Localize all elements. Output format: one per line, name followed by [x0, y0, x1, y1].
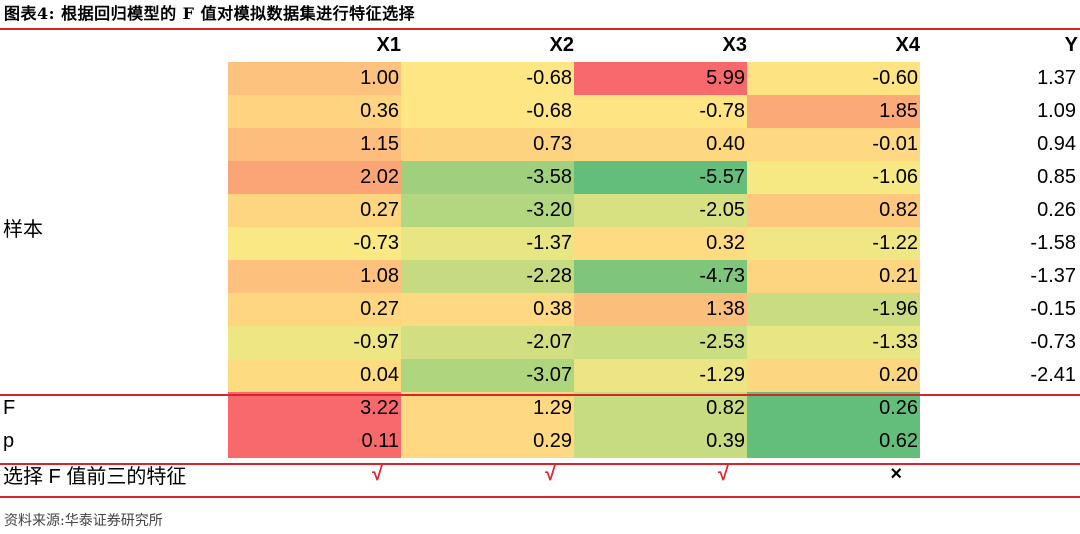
p-row-label: p — [3, 430, 15, 452]
table-row: 0.27 0.38 1.38 -1.96 -0.15 — [0, 293, 1078, 326]
cell-x3: 1.38 — [574, 293, 747, 326]
cell-x3: -4.73 — [574, 260, 747, 293]
p-row: p 0.11 0.29 0.39 0.62 — [0, 425, 1078, 458]
cell-x4: 0.82 — [747, 194, 920, 227]
f-row-cell-x2: 1.29 — [401, 392, 574, 425]
cell-x2: -3.58 — [401, 161, 574, 194]
cell-x4: 0.20 — [747, 359, 920, 392]
cell-x2: 0.38 — [401, 293, 574, 326]
cell-x3: 0.32 — [574, 227, 747, 260]
f-row: F 3.22 1.29 0.82 0.26 — [0, 392, 1078, 425]
f-row-cell-x1: 3.22 — [228, 392, 401, 425]
cell-x1: 0.27 — [228, 194, 401, 227]
p-row-cell-x2: 0.29 — [401, 425, 574, 458]
top-rule — [0, 28, 1080, 30]
pre-select-rule — [0, 463, 1080, 465]
p-row-cell-x4: 0.62 — [747, 425, 920, 458]
p-row-cell-x1: 0.11 — [228, 425, 401, 458]
cell-x4: -0.01 — [747, 128, 920, 161]
check-icon: √ — [718, 463, 729, 485]
cell-x1: 2.02 — [228, 161, 401, 194]
table-row: 0.27 -3.20 -2.05 0.82 0.26 — [0, 194, 1078, 227]
table-row: 1.08 -2.28 -4.73 0.21 -1.37 — [0, 260, 1078, 293]
cell-x2: -2.28 — [401, 260, 574, 293]
cell-x1: 1.08 — [228, 260, 401, 293]
source-note: 资料来源:华泰证券研究所 — [4, 513, 163, 529]
check-icon: √ — [545, 463, 556, 485]
cell-x1: 1.15 — [228, 128, 401, 161]
cell-x3: 0.40 — [574, 128, 747, 161]
cell-y: -0.73 — [1030, 331, 1076, 353]
check-icon: √ — [372, 463, 383, 485]
col-header-x4: X4 — [895, 34, 920, 56]
cell-x4: -1.96 — [747, 293, 920, 326]
table-row: 2.02 -3.58 -5.57 -1.06 0.85 — [0, 161, 1078, 194]
figure-title: 图表4: 根据回归模型的 F 值对模拟数据集进行特征选择 — [4, 4, 416, 23]
f-row-empty — [920, 392, 1078, 425]
cell-x3: 5.99 — [574, 62, 747, 95]
cell-x2: -0.68 — [401, 95, 574, 128]
cell-x4: -1.22 — [747, 227, 920, 260]
col-header-x1: X1 — [376, 34, 401, 56]
cell-x1: 0.27 — [228, 293, 401, 326]
header-empty — [0, 29, 228, 62]
select-row-label: 选择 F 值前三的特征 — [3, 466, 187, 488]
cell-y: -2.41 — [1030, 364, 1076, 386]
cell-x3: -0.78 — [574, 95, 747, 128]
cell-x2: 0.73 — [401, 128, 574, 161]
feature-selection-table: X1 X2 X3 X4 Y 样本 1.00 -0.68 5.99 -0.60 1.37 0.… — [0, 29, 1078, 491]
bottom-rule — [0, 496, 1080, 498]
cell-y: -0.15 — [1030, 298, 1076, 320]
cell-x3: -2.05 — [574, 194, 747, 227]
cell-x2: -3.20 — [401, 194, 574, 227]
table-row: 样本 1.00 -0.68 5.99 -0.60 1.37 — [0, 62, 1078, 241]
f-row-cell-x4: 0.26 — [747, 392, 920, 425]
table-row: -0.97 -2.07 -2.53 -1.33 -0.73 — [0, 326, 1078, 359]
p-row-empty — [920, 425, 1078, 458]
cell-x2: -3.07 — [401, 359, 574, 392]
cell-x1: -0.97 — [228, 326, 401, 359]
cell-x4: -1.06 — [747, 161, 920, 194]
cell-y: 0.94 — [1037, 133, 1076, 155]
cell-x2: -2.07 — [401, 326, 574, 359]
cell-x3: -1.29 — [574, 359, 747, 392]
cell-x4: 1.85 — [747, 95, 920, 128]
cell-y: -1.58 — [1030, 232, 1076, 254]
cell-y: -1.37 — [1030, 265, 1076, 287]
col-header-y: Y — [1064, 34, 1078, 56]
cell-x1: 1.00 — [228, 62, 401, 95]
cell-x3: -2.53 — [574, 326, 747, 359]
header-row: X1 X2 X3 X4 Y — [0, 29, 1078, 62]
cross-icon: × — [890, 463, 902, 485]
select-row: 选择 F 值前三的特征 √ √ √ × — [0, 458, 1078, 491]
cell-y: 1.37 — [1037, 67, 1076, 89]
cell-y: 0.85 — [1037, 166, 1076, 188]
cell-x4: -0.60 — [747, 62, 920, 95]
table-row: 1.15 0.73 0.40 -0.01 0.94 — [0, 128, 1078, 161]
mid-rule — [0, 394, 1080, 396]
cell-y: 0.26 — [1037, 199, 1076, 221]
f-row-cell-x3: 0.82 — [574, 392, 747, 425]
col-header-x3: X3 — [722, 34, 747, 56]
cell-x2: -1.37 — [401, 227, 574, 260]
cell-x4: 0.21 — [747, 260, 920, 293]
cell-y: 1.09 — [1037, 100, 1076, 122]
col-header-x2: X2 — [549, 34, 574, 56]
p-row-cell-x3: 0.39 — [574, 425, 747, 458]
cell-x2: -0.68 — [401, 62, 574, 95]
cell-x3: -5.57 — [574, 161, 747, 194]
cell-x4: -1.33 — [747, 326, 920, 359]
f-row-label: F — [3, 397, 16, 419]
cell-x1: -0.73 — [228, 227, 401, 260]
table-row: -0.73 -1.37 0.32 -1.22 -1.58 — [0, 227, 1078, 260]
table-row: 0.04 -3.07 -1.29 0.20 -2.41 — [0, 359, 1078, 392]
sample-label: 样本 — [3, 218, 43, 241]
cell-x1: 0.36 — [228, 95, 401, 128]
table-row: 0.36 -0.68 -0.78 1.85 1.09 — [0, 95, 1078, 128]
cell-x1: 0.04 — [228, 359, 401, 392]
